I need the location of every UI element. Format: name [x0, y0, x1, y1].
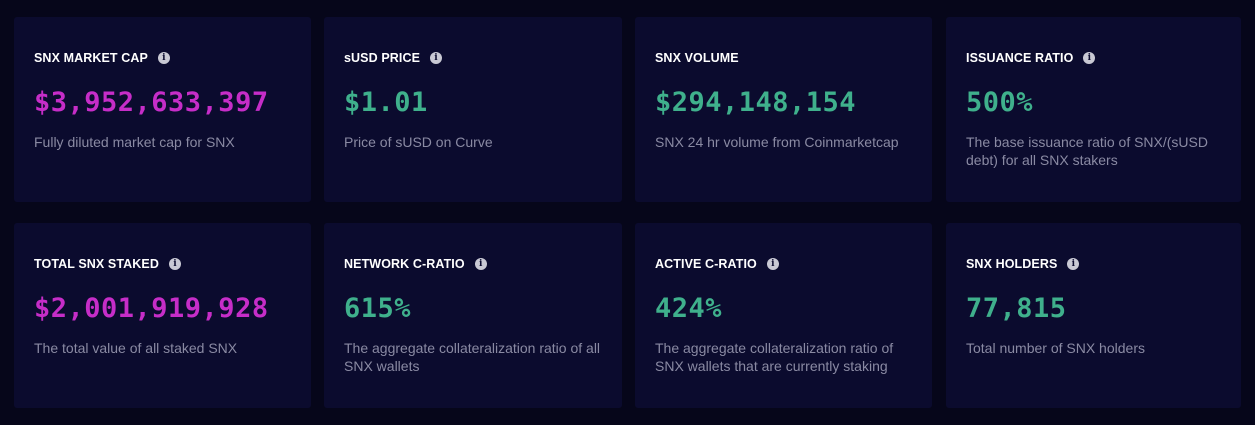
card-title: ACTIVE C-RATIO i — [655, 257, 779, 271]
card-title: SNX HOLDERS i — [966, 257, 1080, 271]
card-title-label: NETWORK C-RATIO — [344, 257, 465, 271]
card-network-c-ratio: NETWORK C-RATIO i 615% The aggregate col… — [324, 223, 622, 408]
card-description: The total value of all staked SNX — [34, 340, 238, 356]
card-description: The base issuance ratio of SNX/(sUSD deb… — [966, 134, 1208, 168]
card-title-label: sUSD PRICE — [344, 51, 421, 65]
card-title-label: SNX HOLDERS — [966, 257, 1058, 271]
info-icon[interactable]: i — [1083, 52, 1096, 64]
card-title: ISSUANCE RATIO i — [966, 51, 1096, 65]
card-title: TOTAL SNX STAKED i — [34, 257, 181, 271]
card-susd-price: sUSD PRICE i $1.01 Price of sUSD on Curv… — [324, 17, 622, 202]
card-title-label: TOTAL SNX STAKED — [34, 257, 159, 271]
card-value: 424% — [655, 293, 723, 324]
card-title: NETWORK C-RATIO i — [344, 257, 487, 271]
card-value: $3,952,633,397 — [34, 87, 269, 118]
card-active-c-ratio: ACTIVE C-RATIO i 424% The aggregate coll… — [635, 223, 932, 408]
card-value: $2,001,919,928 — [34, 293, 269, 324]
card-snx-volume: SNX VOLUME $294,148,154 SNX 24 hr volume… — [635, 17, 932, 202]
card-value: 500% — [966, 87, 1034, 118]
card-value: 77,815 — [966, 293, 1067, 324]
info-icon[interactable]: i — [474, 258, 487, 270]
info-icon[interactable]: i — [1067, 258, 1080, 270]
card-title: sUSD PRICE i — [344, 51, 443, 65]
card-description: Price of sUSD on Curve — [344, 134, 493, 150]
info-icon[interactable]: i — [766, 258, 779, 270]
card-description: Fully diluted market cap for SNX — [34, 134, 235, 150]
card-title-label: ISSUANCE RATIO — [966, 51, 1074, 65]
info-icon[interactable]: i — [169, 258, 181, 270]
card-description: SNX 24 hr volume from Coinmarketcap — [655, 134, 899, 150]
card-title-label: ACTIVE C-RATIO — [655, 257, 757, 271]
card-value: 615% — [344, 293, 412, 324]
card-issuance-ratio: ISSUANCE RATIO i 500% The base issuance … — [946, 17, 1241, 202]
card-description: Total number of SNX holders — [966, 340, 1145, 356]
card-description: The aggregate collateralization ratio of… — [655, 340, 894, 374]
card-title-label: SNX VOLUME — [655, 51, 739, 65]
card-snx-holders: SNX HOLDERS i 77,815 Total number of SNX… — [946, 223, 1241, 408]
card-total-snx-staked: TOTAL SNX STAKED i $2,001,919,928 The to… — [14, 223, 311, 408]
card-description: The aggregate collateralization ratio of… — [344, 340, 601, 374]
info-icon[interactable]: i — [430, 52, 443, 64]
card-snx-market-cap: SNX MARKET CAP i $3,952,633,397 Fully di… — [14, 17, 311, 202]
card-title: SNX MARKET CAP i — [34, 51, 170, 65]
card-value: $1.01 — [344, 87, 428, 118]
card-value: $294,148,154 — [655, 87, 857, 118]
card-title: SNX VOLUME — [655, 51, 739, 65]
card-title-label: SNX MARKET CAP — [34, 51, 148, 65]
info-icon[interactable]: i — [157, 52, 170, 64]
